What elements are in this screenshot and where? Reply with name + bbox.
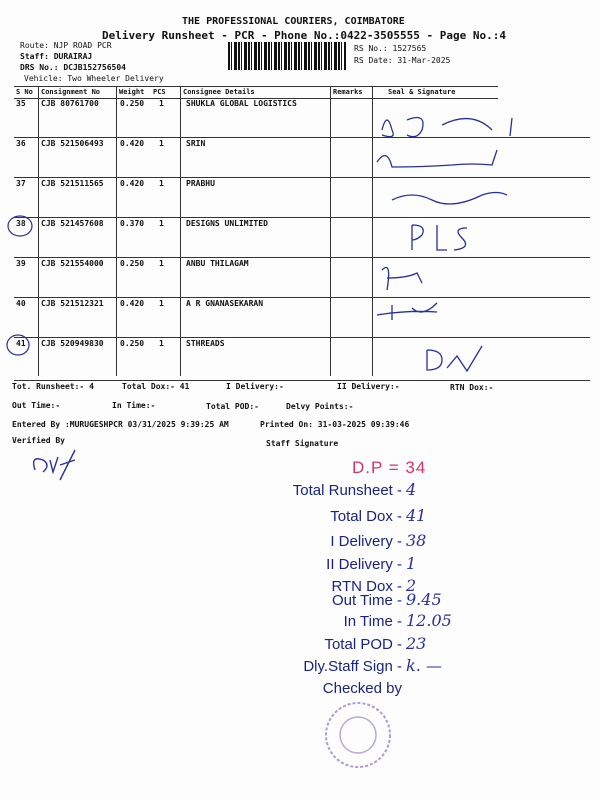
- i-delivery: I Delivery:-: [226, 382, 284, 391]
- col-sno: S No: [16, 88, 33, 96]
- summary-value: 2: [406, 576, 417, 595]
- summary-label: In Time -: [343, 613, 402, 630]
- row-consignee: PRABHU: [186, 179, 215, 188]
- row-pcs: 1: [159, 99, 164, 108]
- summary-label: II Delivery -: [326, 556, 402, 573]
- summary-label: Checked by: [322, 680, 402, 697]
- summary-label: Out Time -: [331, 592, 402, 609]
- summary-value: 23: [406, 634, 427, 653]
- in-time: In Time:-: [112, 401, 156, 410]
- row-consignee: SHUKLA GLOBAL LOGISTICS: [186, 99, 297, 108]
- row-pcs: 1: [159, 299, 164, 308]
- summary-label: I Delivery -: [330, 533, 402, 550]
- drs-no: DRS No.: DCJB152756504: [20, 63, 126, 72]
- entered-by: Entered By :MURUGESHPCR 03/31/2025 9:39:…: [12, 420, 229, 429]
- staff-signature-label: Staff Signature: [266, 439, 339, 448]
- row-pcs: 1: [159, 139, 164, 148]
- summary-label: RTN Dox -: [331, 578, 402, 595]
- row-weight: 0.250: [120, 339, 145, 348]
- row-consignment-no: CJB 520949830: [41, 339, 104, 348]
- dp-note: D.P = 34: [352, 458, 427, 477]
- summary-label: Total Dox -: [330, 508, 402, 525]
- row-sno: 39: [16, 259, 26, 268]
- summary-value: 38: [406, 531, 427, 550]
- total-dox: Total Dox:- 41: [122, 382, 190, 391]
- row-consignment-no: CJB 521554000: [41, 259, 104, 268]
- barcode: [228, 42, 346, 70]
- row-pcs: 1: [159, 339, 164, 348]
- summary-value: k. —: [406, 656, 442, 675]
- tot-runsheet: Tot. Runsheet:- 4: [12, 382, 94, 391]
- total-pod: Total POD:-: [206, 402, 259, 411]
- summary-label: Dly.Staff Sign -: [303, 658, 402, 675]
- row-pcs: 1: [159, 179, 164, 188]
- rtn-dox: RTN Dox:-: [450, 383, 494, 392]
- row-consignee: ANBU THILAGAM: [186, 259, 249, 268]
- row-divider: [14, 257, 590, 258]
- out-time: Out Time:-: [12, 401, 61, 410]
- row-sno: 36: [16, 139, 26, 148]
- verified-signature: [32, 449, 76, 481]
- summary-value: 12.05: [406, 611, 452, 630]
- row-divider: [14, 217, 590, 218]
- row-divider: [14, 337, 590, 338]
- row-divider: [14, 297, 590, 298]
- delvy-points: Delvy Points:-: [286, 402, 354, 411]
- summary-label: Total Runsheet -: [292, 482, 402, 499]
- company-name: THE PROFESSIONAL COURIERS, COIMBATORE: [182, 16, 405, 27]
- row-circle-marks: [6, 215, 33, 356]
- staff: Staff: DURAIRAJ: [20, 52, 93, 61]
- rs-date: RS Date: 31-Mar-2025: [354, 56, 451, 65]
- row-consignment-no: CJB 521512321: [41, 299, 104, 308]
- row-consignee: A R GNANASEKARAN: [186, 299, 264, 308]
- col-consignee: Consignee Details: [183, 88, 255, 96]
- row-sno: 38: [16, 219, 26, 228]
- summary-label: Total POD -: [324, 636, 402, 653]
- row-sno: 35: [16, 99, 26, 108]
- row-sno: 40: [16, 299, 26, 308]
- verified-by: Verified By: [12, 436, 65, 445]
- row-weight: 0.420: [120, 179, 145, 188]
- row-sno: 37: [16, 179, 26, 188]
- row-pcs: 1: [159, 219, 164, 228]
- col-consignment: Consignment No: [41, 88, 101, 96]
- summary-value: 41: [406, 506, 427, 525]
- vehicle: Vehicle: Two Wheeler Delivery: [24, 74, 164, 83]
- row-divider: [14, 177, 590, 178]
- col-pcs: PCS: [153, 88, 166, 96]
- row-consignment-no: CJB 521511565: [41, 179, 104, 188]
- row-consignee: SRIN: [186, 139, 206, 148]
- row-consignment-no: CJB 521506493: [41, 139, 104, 148]
- row-sno: 41: [16, 339, 26, 348]
- row-weight: 0.250: [120, 259, 145, 268]
- summary-value: 1: [406, 554, 417, 573]
- runsheet-title: Delivery Runsheet - PCR - Phone No.:0422…: [102, 29, 506, 42]
- col-seal: Seal & Signature: [388, 88, 456, 96]
- route: Route: NJP ROAD PCR: [20, 41, 112, 50]
- row-consignment-no: CJB 521457608: [41, 219, 104, 228]
- row-consignment-no: CJB 80761700: [41, 99, 99, 108]
- office-seal-stamp: [325, 702, 391, 768]
- col-remarks: Remarks: [333, 88, 363, 96]
- ii-delivery: II Delivery:-: [337, 382, 400, 391]
- rs-no: RS No.: 1527565: [354, 44, 427, 53]
- summary-value: 9.45: [406, 590, 442, 609]
- row-weight: 0.420: [120, 299, 145, 308]
- row-weight: 0.370: [120, 219, 145, 228]
- row-divider: [14, 137, 590, 138]
- row-consignee: STHREADS: [186, 339, 225, 348]
- row-consignee: DESIGNS UNLIMITED: [186, 219, 268, 228]
- row-weight: 0.250: [120, 99, 145, 108]
- handwritten-signatures: [376, 116, 513, 373]
- row-pcs: 1: [159, 259, 164, 268]
- summary-value: 4: [406, 480, 417, 499]
- printed-on: Printed On: 31-03-2025 09:39:46: [260, 420, 410, 429]
- row-weight: 0.420: [120, 139, 145, 148]
- col-weight: Weight: [119, 88, 145, 96]
